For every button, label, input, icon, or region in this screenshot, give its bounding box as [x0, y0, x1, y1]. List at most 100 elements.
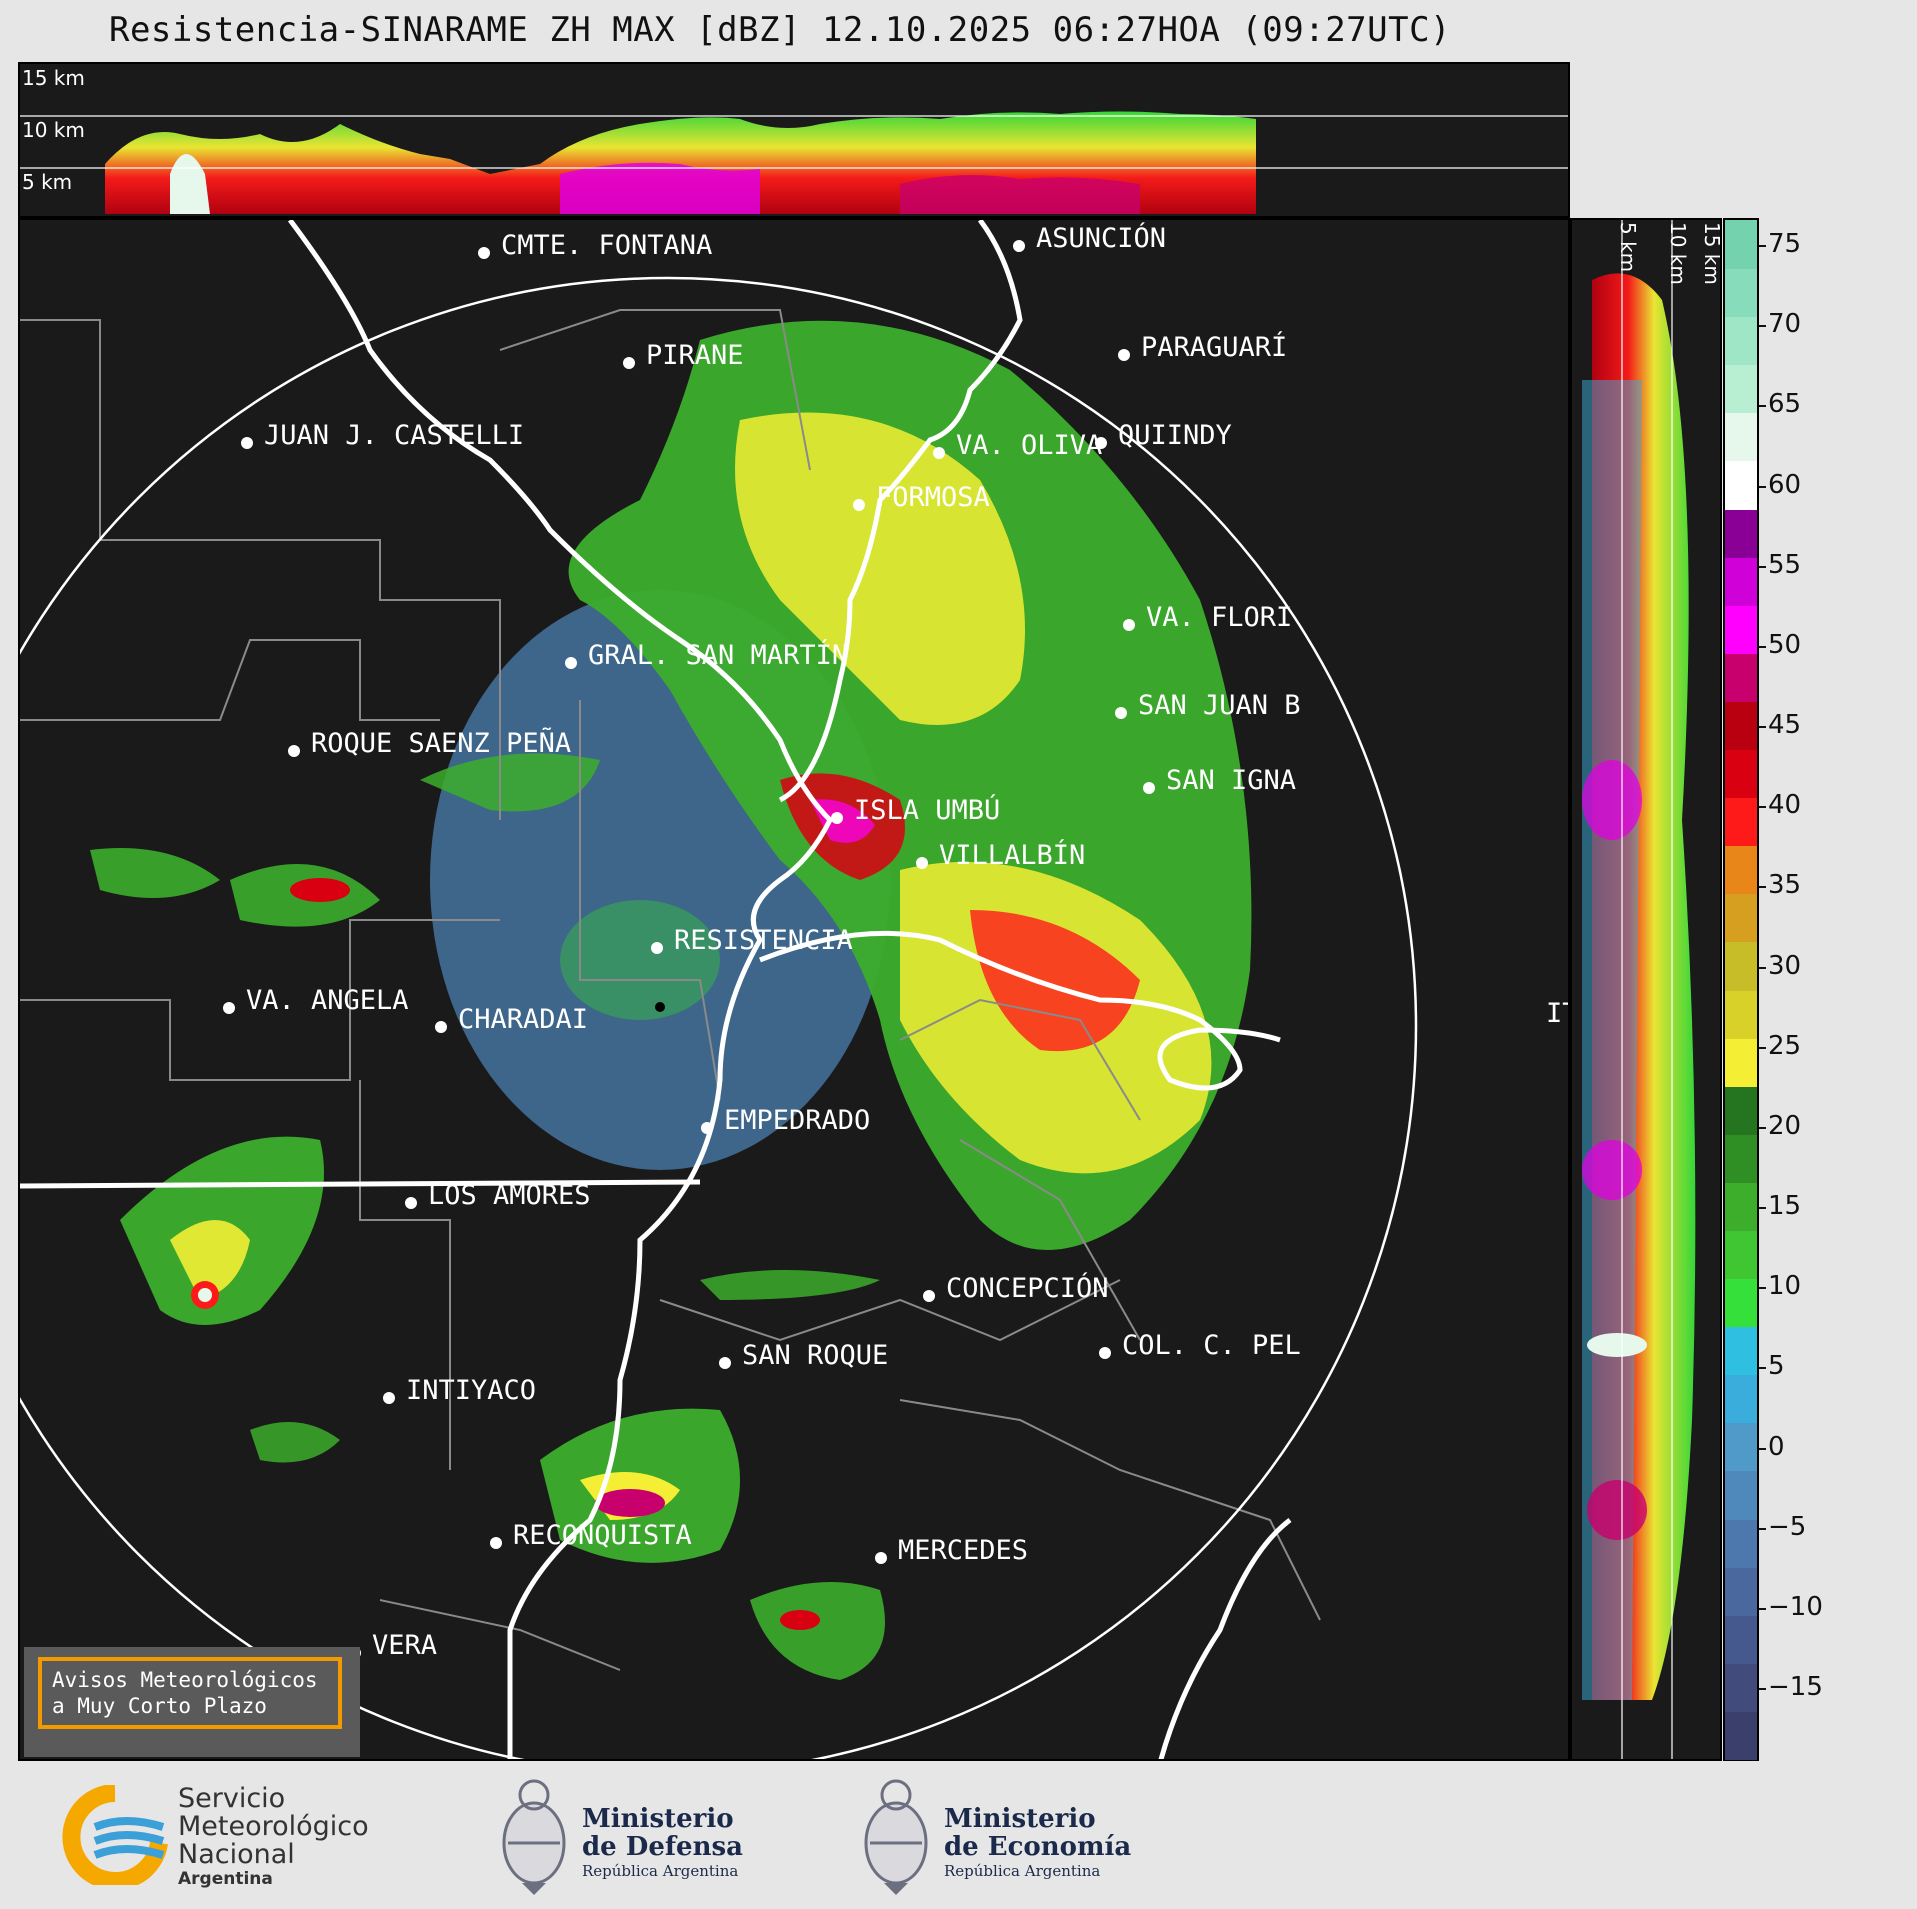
city-label: QUIINDY	[1095, 420, 1232, 451]
colorbar-band	[1725, 1229, 1757, 1280]
city-label: PIRANE	[623, 340, 744, 371]
province-boundaries	[20, 309, 1321, 1671]
warning-badge-line2: a Muy Corto Plazo	[52, 1694, 267, 1718]
colorbar-tick-mark	[1759, 1607, 1766, 1610]
city-label: PARAGUARÍ	[1118, 332, 1287, 363]
colorbar-tick-mark	[1759, 966, 1766, 969]
city-label: CMTE. FONTANA	[478, 230, 712, 261]
defensa-coat-of-arms-icon	[502, 1779, 566, 1895]
colorbar-tick-label: 60	[1768, 469, 1802, 500]
colorbar-band	[1725, 1278, 1757, 1328]
city-label: VILLALBÍN	[916, 840, 1085, 871]
city-label: CHARADAI	[435, 1004, 588, 1035]
colorbar-tick-label: 5	[1768, 1351, 1785, 1382]
altitude-label-5km: 5 km	[22, 170, 73, 194]
colorbar-band	[1725, 1326, 1757, 1376]
colorbar-band	[1725, 749, 1757, 799]
dbz-colorbar	[1723, 218, 1759, 1761]
defensa-logo-text: Ministerio de Defensa República Argentin…	[582, 1804, 743, 1880]
colorbar-tick-label: 45	[1768, 710, 1802, 740]
colorbar-band	[1725, 989, 1757, 1039]
colorbar-band	[1725, 1614, 1757, 1664]
colorbar-tick-mark	[1759, 1046, 1766, 1049]
colorbar-band	[1725, 1710, 1757, 1760]
economia-coat-of-arms-icon	[864, 1779, 928, 1895]
warning-badge-frame: Avisos Meteorológicos a Muy Corto Plazo	[38, 1657, 342, 1729]
colorbar-band	[1725, 1518, 1757, 1568]
colorbar-tick-mark	[1759, 1688, 1766, 1690]
colorbar-tick-label: 0	[1768, 1431, 1785, 1462]
colorbar-tick-mark	[1759, 1367, 1766, 1370]
colorbar-band	[1725, 1374, 1757, 1424]
city-label: VA. FLORI	[1123, 602, 1292, 633]
colorbar-tick-mark	[1759, 726, 1766, 728]
colorbar-tick-label: 30	[1768, 950, 1802, 981]
city-label: IT	[1546, 998, 1568, 1029]
city-label: INTIYACO	[383, 1375, 536, 1406]
colorbar-tick-mark	[1759, 485, 1766, 488]
colorbar-band	[1725, 1133, 1757, 1183]
colorbar-tick-mark	[1759, 886, 1766, 889]
colorbar-tick-label: 10	[1768, 1271, 1802, 1302]
colorbar-band	[1725, 700, 1757, 751]
colorbar-band	[1725, 797, 1757, 847]
colorbar-tick-mark	[1759, 645, 1766, 648]
top-cross-section: 15 km 10 km 5 km	[18, 62, 1570, 218]
colorbar-band	[1725, 364, 1757, 414]
economia-logo-text: Ministerio de Economía República Argenti…	[944, 1804, 1132, 1880]
colorbar-tick-mark	[1759, 1207, 1766, 1209]
colorbar-band	[1725, 652, 1757, 702]
city-label: CONCEPCIÓN	[923, 1273, 1109, 1304]
colorbar-band	[1725, 1662, 1757, 1712]
colorbar-tick-label: 65	[1768, 389, 1802, 420]
colorbar-tick-label: 70	[1768, 309, 1802, 340]
altitude-label-5km: 5 km	[1616, 222, 1640, 273]
side-cross-section: 5 km 10 km 15 km	[1570, 218, 1722, 1761]
city-label: LOS AMORES	[405, 1180, 591, 1211]
city-label: ISLA UMBÚ	[831, 795, 1000, 826]
city-label: COL. C. PEL	[1099, 1330, 1301, 1361]
colorbar-band	[1725, 1470, 1757, 1520]
radar-map[interactable]: CMTE. FONTANA ASUNCIÓN PARAGUARÍ PIRANE …	[18, 218, 1570, 1761]
colorbar-band	[1725, 893, 1757, 943]
city-label: SAN IGNA	[1143, 765, 1296, 796]
colorbar-tick-mark	[1759, 1287, 1766, 1290]
colorbar-band	[1725, 845, 1757, 895]
city-label: ASUNCIÓN	[1013, 223, 1166, 254]
colorbar-tick-label: 35	[1768, 870, 1802, 901]
city-label: JUAN J. CASTELLI	[241, 420, 524, 451]
smn-logo-text: Servicio Meteorológico Nacional Argentin…	[178, 1783, 369, 1890]
city-label: FORMOSA	[853, 482, 990, 513]
country-borders	[20, 220, 1292, 1759]
altitude-label-15km: 15 km	[22, 66, 85, 90]
top-cross-section-echoes	[20, 111, 1568, 214]
colorbar-band	[1725, 1181, 1757, 1231]
city-label: RESISTENCIA	[651, 925, 853, 956]
colorbar-band	[1725, 412, 1757, 462]
colorbar-band	[1725, 508, 1757, 558]
colorbar-tick-mark	[1759, 325, 1766, 328]
map-title: Resistencia-SINARAME ZH MAX [dBZ] 12.10.…	[108, 10, 1452, 50]
city-label: VERA	[349, 1630, 437, 1661]
colorbar-band	[1725, 1085, 1757, 1135]
altitude-label-10km: 10 km	[22, 118, 85, 142]
city-label: SAN ROQUE	[719, 1340, 888, 1371]
city-label: SAN JUAN B	[1115, 690, 1301, 721]
altitude-label-15km: 15 km	[1700, 222, 1722, 285]
warning-badge[interactable]: Avisos Meteorológicos a Muy Corto Plazo	[24, 1647, 360, 1757]
radar-map-canvas	[20, 220, 1418, 1759]
colorbar-tick-label: 15	[1768, 1191, 1802, 1221]
colorbar-tick-label: 50	[1768, 629, 1802, 660]
colorbar-band	[1725, 316, 1757, 366]
colorbar-tick-label: 25	[1768, 1030, 1802, 1061]
colorbar-tick-mark	[1759, 806, 1766, 809]
colorbar-tick-mark	[1759, 405, 1766, 408]
colorbar-band	[1725, 220, 1757, 270]
colorbar-band	[1725, 604, 1757, 654]
colorbar-band	[1725, 1037, 1757, 1087]
colorbar-tick-label: −10	[1768, 1591, 1823, 1622]
city-label: VA. OLIVA	[933, 430, 1102, 461]
city-label: EMPEDRADO	[701, 1105, 870, 1136]
colorbar-tick-mark	[1759, 1447, 1766, 1450]
city-label: RECONQUISTA	[490, 1520, 692, 1551]
